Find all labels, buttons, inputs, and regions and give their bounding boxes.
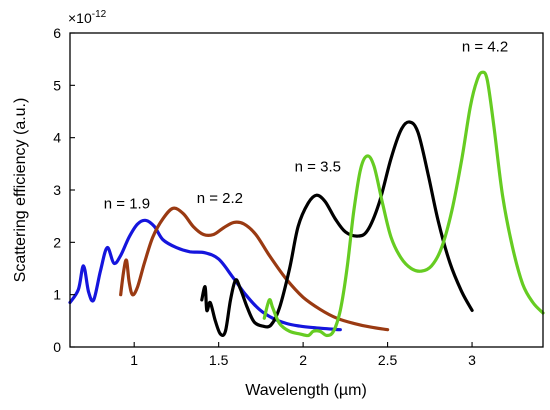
series-line-1 [68, 218, 342, 332]
y-axis-label: Scattering efficiency (a.u.) [12, 98, 29, 283]
annotation-label-3: n = 3.5 [295, 159, 341, 176]
y-multiplier-exponent: -12 [92, 9, 107, 20]
x-tick-label: 3 [468, 352, 476, 368]
tick-layer: 1 1.5 2 2.5 3 0 1 2 3 4 5 6 [53, 25, 476, 368]
y-tick-label: 5 [53, 77, 61, 93]
annotation-label-1: n = 1.9 [104, 195, 150, 212]
series-line-4 [262, 70, 545, 338]
y-tick-label: 6 [53, 25, 61, 41]
x-tick-label: 2.5 [378, 352, 398, 368]
y-tick-label: 1 [53, 287, 61, 303]
y-tick-label: 3 [53, 182, 61, 198]
y-tick-label: 2 [53, 234, 61, 250]
y-axis-multiplier: ×10-12 [68, 9, 107, 26]
annotation-label-2: n = 2.2 [197, 190, 243, 207]
y-tick-label: 4 [53, 130, 61, 146]
x-axis-label: Wavelength (µm) [245, 382, 367, 399]
x-tick-label: 1 [130, 352, 138, 368]
annotation-layer: n = 1.9 n = 2.2 n = 3.5 n = 4.2 [104, 38, 508, 212]
y-tick-label: 0 [53, 339, 61, 355]
series-line-2 [119, 206, 390, 332]
annotation-label-4: n = 4.2 [462, 38, 508, 55]
series-layer [68, 70, 545, 338]
series-line-3 [200, 120, 474, 338]
y-multiplier-base: ×10 [68, 10, 92, 26]
x-tick-label: 1.5 [209, 352, 229, 368]
x-tick-label: 2 [299, 352, 307, 368]
